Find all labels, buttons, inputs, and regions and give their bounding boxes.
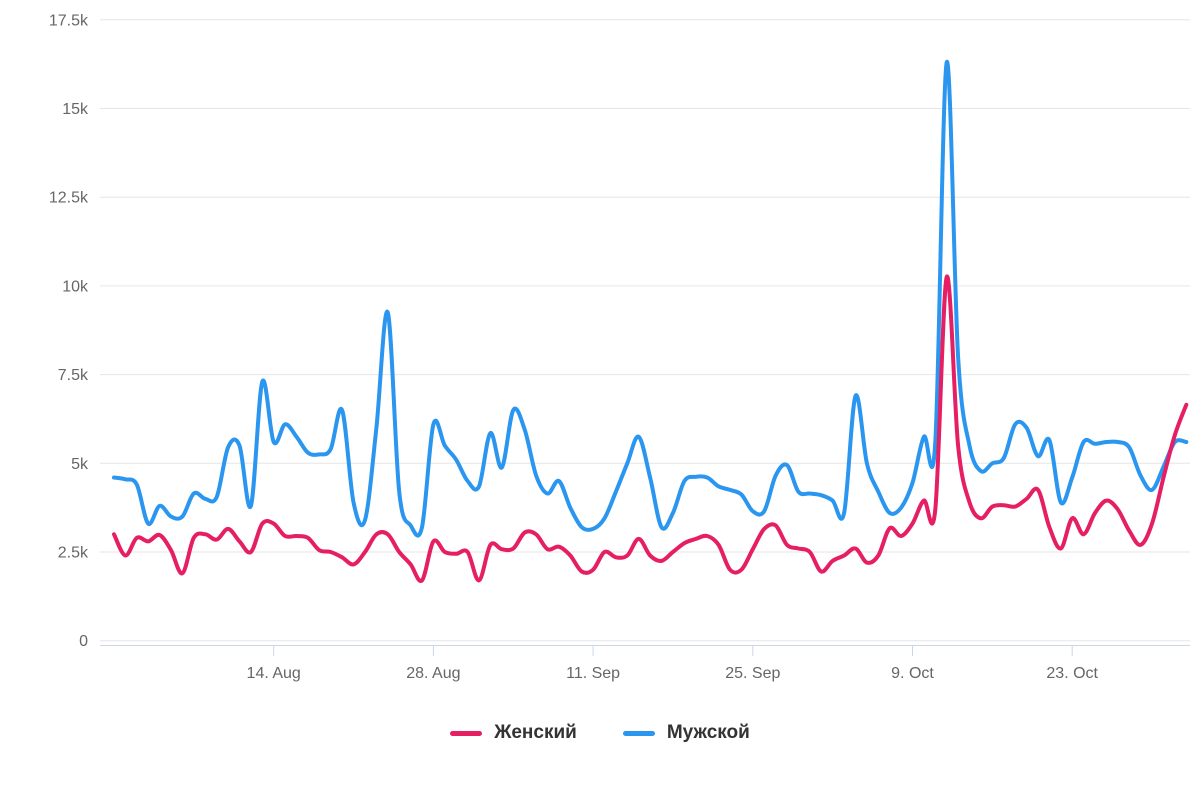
y-axis-labels: 0 2.5k 5k 7.5k 10k 12.5k 15k 17.5k [49,12,89,650]
series-lines[interactable] [112,60,1189,583]
x-axis-tick-label: 23. Oct [1046,665,1098,682]
legend-label-muzhskoy: Мужской [666,722,750,743]
x-axis-tick-label: 25. Sep [725,665,780,682]
x-axis-tick-label: 14. Aug [247,665,301,682]
x-axis-tick-label: 9. Oct [891,665,934,682]
y-axis-tick-label: 0 [79,633,88,650]
y-axis-tick-label: 7.5k [58,367,89,384]
series-muzhskoy-line[interactable] [112,60,1189,538]
y-axis-tick-label: 10k [62,278,89,295]
y-axis-tick-label: 15k [62,101,89,118]
legend-item-muzhskoy[interactable]: Мужской [622,722,750,744]
y-axis-tick-label: 17.5k [49,12,89,29]
series-zhenskiy-line[interactable] [112,274,1189,583]
legend-marker-zhenskiy-icon [450,730,483,736]
x-axis-tick-label: 11. Sep [566,665,620,682]
x-axis-tick-label: 28. Aug [406,665,460,682]
x-axis-labels: 14. Aug 28. Aug 11. Sep 25. Sep 9. Oct 23. Oc… [247,665,1099,682]
chart-legend: Женский Мужской [0,722,1200,744]
y-axis-tick-label: 2.5k [58,545,89,562]
legend-marker-muzhskoy-icon [622,730,655,736]
legend-label-zhenskiy: Женский [494,722,577,743]
x-axis [100,645,1190,656]
y-axis-tick-label: 12.5k [49,190,89,207]
legend-item-zhenskiy[interactable]: Женский [450,722,577,744]
y-axis-tick-label: 5k [71,456,89,473]
